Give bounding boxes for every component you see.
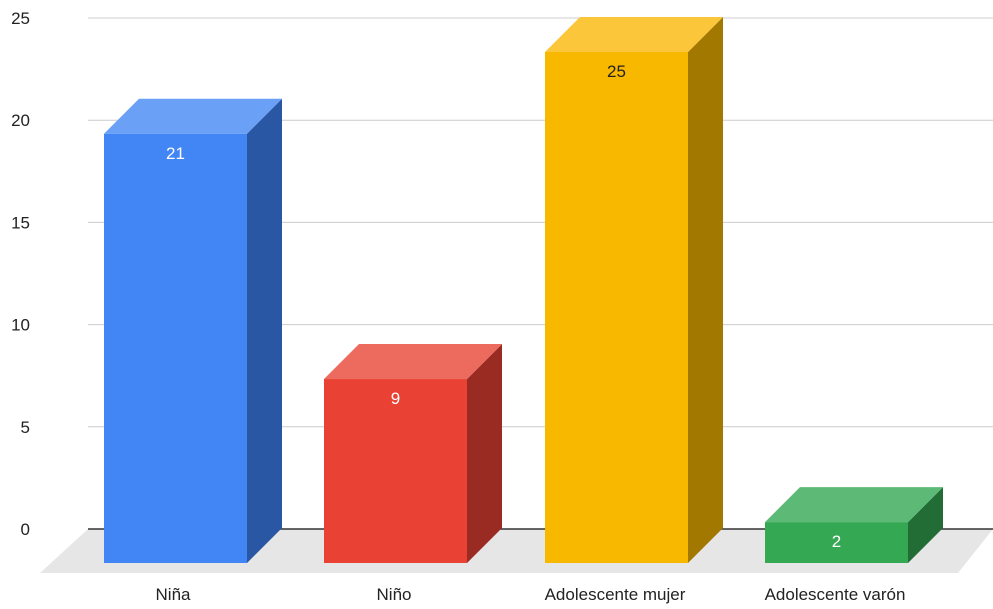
chart-floor: [40, 529, 993, 573]
y-tick-label: 10: [11, 316, 30, 335]
bar-front: [545, 52, 688, 563]
bar-front: [324, 379, 467, 563]
bar-side: [467, 344, 502, 563]
bar-top: [545, 17, 723, 52]
bar-side: [688, 17, 723, 563]
data-label: 25: [607, 62, 626, 81]
bar: 21: [104, 98, 282, 563]
data-label: 9: [391, 389, 400, 408]
y-tick-label: 25: [11, 9, 30, 28]
x-category-label: Adolescente mujer: [545, 585, 686, 604]
y-tick-label: 15: [11, 213, 30, 232]
bar-front: [765, 522, 908, 563]
y-tick-label: 5: [21, 418, 30, 437]
floor-plane: [40, 529, 993, 573]
bar-top: [104, 98, 282, 134]
data-label: 21: [166, 144, 185, 163]
x-category-label: Niña: [156, 585, 192, 604]
bar-side: [247, 98, 282, 563]
bar: 25: [545, 17, 723, 563]
bar-top: [765, 487, 943, 523]
bar: 2: [765, 487, 943, 563]
bars: 21 9 25 2: [104, 17, 943, 563]
bar-side: [908, 487, 943, 563]
bar-front: [104, 133, 247, 563]
y-tick-label: 20: [11, 111, 30, 130]
data-label: 2: [832, 532, 841, 551]
x-category-label: Adolescente varón: [765, 585, 906, 604]
y-axis-ticks: 0 5 10 15 20 25: [11, 9, 30, 539]
y-tick-label: 0: [21, 520, 30, 539]
x-category-label: Niño: [377, 585, 412, 604]
bar-top: [324, 344, 502, 380]
bar: 9: [324, 344, 502, 563]
category-labels: Niña Niño Adolescente mujer Adolescente var…: [156, 585, 906, 604]
